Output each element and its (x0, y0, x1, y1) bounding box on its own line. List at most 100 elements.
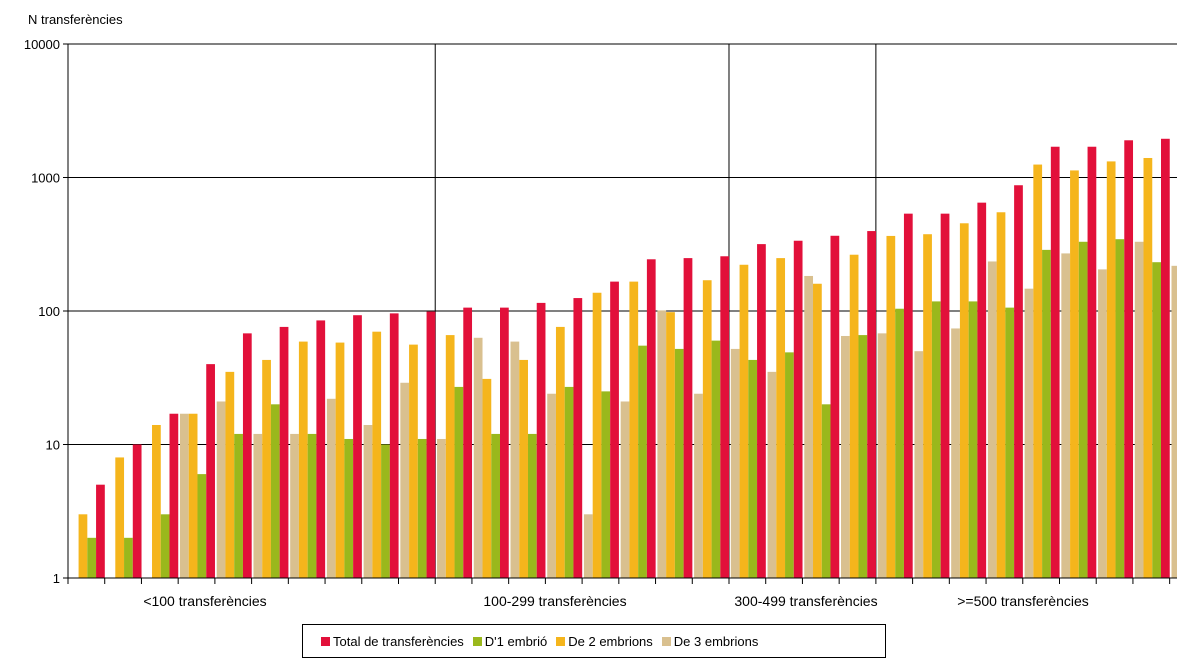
bar-de-2-embrions-18 (739, 264, 749, 578)
bars (78, 138, 1177, 579)
bar-de-2-embrions-19 (776, 258, 786, 578)
legend-swatch (556, 636, 566, 646)
bar-de-3-embrions-3 (180, 413, 189, 578)
bar-de-2-embrions-16 (666, 312, 675, 578)
bar-de-3-embrions-7 (326, 398, 336, 578)
bar-total-de-transfer-ncies-9 (426, 311, 436, 578)
bar-d-1-embri--2 (160, 514, 170, 578)
bar-total-de-transfer-ncies-24 (977, 202, 987, 579)
bar-de-2-embrions-15 (629, 281, 639, 578)
bar-d-1-embri--24 (968, 301, 978, 578)
y-axis-label: N transferències (28, 12, 123, 27)
bar-de-3-embrions-27 (1061, 253, 1071, 578)
bar-de-2-embrions-25 (996, 212, 1006, 578)
bar-total-de-transfer-ncies-15 (646, 259, 656, 578)
y-ticks: 1 10 100 1000 10000 (24, 37, 68, 586)
bar-total-de-transfer-ncies-7 (353, 315, 362, 578)
bar-total-de-transfer-ncies-2 (169, 413, 179, 578)
bar-total-de-transfer-ncies-17 (720, 256, 730, 578)
legend-swatch (472, 636, 482, 646)
group-label: 100-299 transferències (483, 593, 626, 609)
bar-de-3-embrions-26 (1024, 288, 1034, 578)
bar-total-de-transfer-ncies-6 (316, 320, 326, 578)
bar-de-2-embrions-4 (225, 371, 235, 578)
bar-de-2-embrions-6 (298, 341, 308, 578)
bar-de-2-embrions-13 (555, 326, 565, 578)
bar-de-3-embrions-12 (510, 341, 520, 578)
bar-de-3-embrions-18 (730, 348, 740, 578)
bar-de-2-embrions-28 (1106, 161, 1116, 578)
legend-swatch (321, 636, 330, 646)
bar-d-1-embri--4 (234, 433, 243, 578)
bar-de-2-embrions-9 (409, 344, 418, 578)
bar-de-2-embrions-11 (482, 378, 492, 578)
bar-de-2-embrions-8 (372, 331, 382, 578)
bar-de-2-embrions-26 (1033, 164, 1043, 579)
bar-total-de-transfer-ncies-13 (573, 298, 583, 578)
bar-d-1-embri--18 (748, 359, 758, 578)
bar-d-1-embri--3 (197, 474, 207, 578)
bar-d-1-embri--20 (821, 404, 831, 578)
legend-item: De 2 embrions (556, 634, 653, 649)
bar-total-de-transfer-ncies-21 (867, 231, 876, 578)
bar-total-de-transfer-ncies-26 (1050, 146, 1060, 579)
bar-de-2-embrions-27 (1070, 170, 1079, 578)
legend: Total de transferències D'1 embrió De 2 em… (302, 624, 886, 658)
bar-de-3-embrions-10 (437, 438, 446, 578)
legend-label: D'1 embrió (484, 633, 548, 649)
bar-de-3-embrions-24 (951, 328, 960, 578)
legend-label: De 2 embrions (568, 633, 653, 649)
bar-de-2-embrions-10 (445, 335, 455, 578)
bar-de-3-embrions-23 (914, 351, 924, 578)
bar-d-1-embri--9 (417, 438, 427, 578)
bar-total-de-transfer-ncies-23 (940, 213, 950, 578)
y-tick-label: 1000 (31, 171, 60, 186)
bar-de-3-embrions-20 (804, 275, 814, 578)
bar-d-1-embri--25 (1005, 307, 1015, 578)
bar-de-2-embrions-3 (188, 413, 198, 578)
legend-label: De 3 embrions (673, 633, 759, 649)
bar-total-de-transfer-ncies-28 (1124, 140, 1134, 579)
bar-d-1-embri--10 (454, 386, 464, 578)
bar-de-2-embrions-7 (335, 342, 345, 578)
legend-label: Total de transferències (333, 633, 464, 649)
bar-de-3-embrions-6 (290, 433, 299, 578)
bar-total-de-transfer-ncies-12 (536, 302, 546, 578)
bar-de-3-embrions-11 (473, 337, 483, 578)
bar-de-3-embrions-8 (363, 424, 373, 578)
group-label: 300-499 transferències (734, 593, 877, 609)
bar-total-de-transfer-ncies-14 (610, 281, 619, 578)
bar-d-1-embri--5 (270, 404, 280, 578)
legend-item: D'1 embrió (472, 633, 548, 649)
bar-de-3-embrions-4 (216, 401, 226, 578)
bar-de-2-embrions-0 (78, 514, 88, 578)
bar-d-1-embri--19 (785, 352, 794, 578)
bar-total-de-transfer-ncies-29 (1160, 138, 1170, 578)
bar-total-de-transfer-ncies-10 (463, 307, 473, 578)
bar-de-3-embrions-16 (657, 310, 667, 578)
bar-d-1-embri--8 (381, 444, 390, 578)
bar-total-de-transfer-ncies-20 (830, 235, 840, 578)
bar-de-3-embrions-5 (253, 433, 263, 578)
bar-d-1-embri--22 (895, 308, 904, 578)
bar-de-2-embrions-22 (886, 235, 896, 578)
bar-d-1-embri--14 (601, 391, 611, 578)
bar-de-3-embrions-9 (400, 382, 410, 578)
bar-de-2-embrions-29 (1143, 157, 1153, 578)
bar-d-1-embri--13 (564, 386, 574, 578)
bar-de-3-embrions-25 (987, 261, 997, 578)
bar-de-2-embrions-2 (152, 424, 161, 578)
bar-d-1-embri--26 (1042, 249, 1051, 578)
bar-d-1-embri--17 (711, 340, 721, 578)
group-label: <100 transferències (143, 593, 266, 609)
bar-d-1-embri--1 (124, 537, 133, 578)
axes (67, 43, 1177, 584)
bar-de-2-embrions-17 (702, 280, 712, 578)
bar-de-2-embrions-14 (592, 292, 602, 578)
bar-d-1-embri--21 (858, 335, 868, 578)
bar-trailing-0 (1171, 265, 1177, 578)
bar-d-1-embri--23 (931, 301, 941, 578)
legend-item: Total de transferències (321, 634, 464, 649)
group-labels: <100 transferències 100-299 transferèncie… (143, 593, 1088, 609)
